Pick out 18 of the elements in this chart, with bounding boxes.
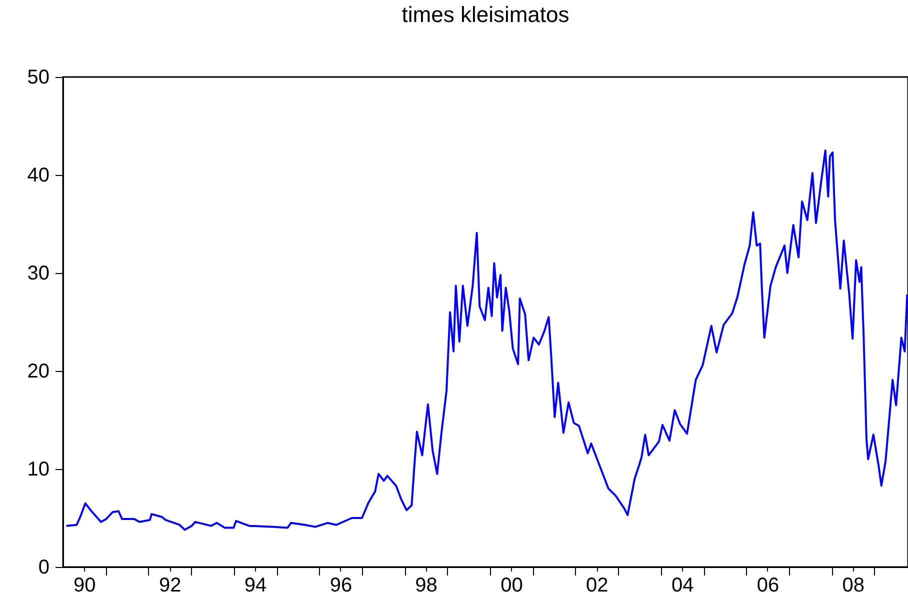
x-tick-label: 04 xyxy=(671,574,694,596)
y-tick-label: 30 xyxy=(27,262,50,284)
x-tick-label: 02 xyxy=(586,574,608,596)
x-tick-label: 06 xyxy=(756,574,780,596)
x-tick-label: 08 xyxy=(842,574,865,596)
x-tick-label: 92 xyxy=(159,574,182,596)
chart-title: times kleisimatos xyxy=(402,2,570,27)
x-tick-label: 96 xyxy=(330,574,352,596)
x-tick-label: 94 xyxy=(244,574,267,596)
x-tick-label: 90 xyxy=(74,574,96,596)
x-tick-label: 98 xyxy=(415,574,438,596)
x-tick-label: 00 xyxy=(500,574,523,596)
y-tick-label: 0 xyxy=(38,556,50,578)
y-tick-label: 50 xyxy=(27,66,50,88)
y-tick-label: 20 xyxy=(27,360,50,382)
y-tick-label: 40 xyxy=(27,164,50,186)
line-series xyxy=(65,150,908,531)
y-tick-label: 10 xyxy=(27,458,50,480)
